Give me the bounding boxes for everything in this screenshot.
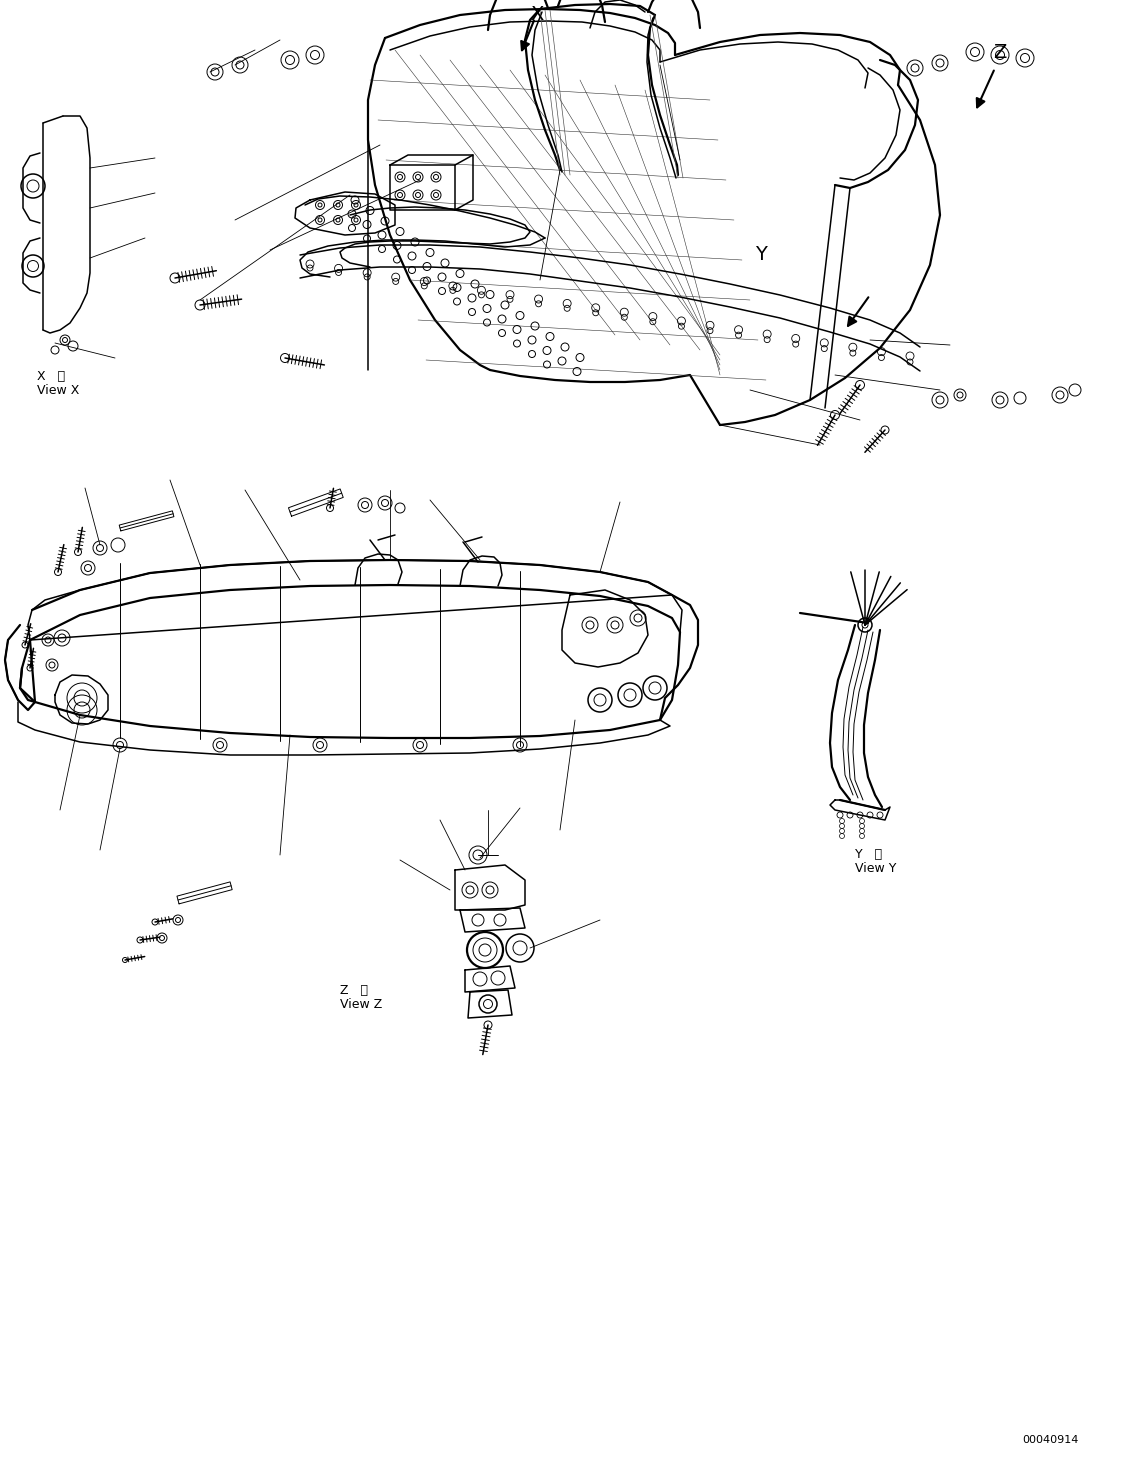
Text: View Z: View Z (340, 998, 382, 1011)
Text: Y   視: Y 視 (855, 848, 882, 861)
Text: X: X (530, 4, 544, 23)
Text: View Y: View Y (855, 863, 897, 876)
Text: Y: Y (755, 245, 767, 265)
Text: Z: Z (994, 42, 1006, 61)
Text: X   視: X 視 (37, 370, 65, 383)
Text: View X: View X (37, 383, 79, 396)
Text: 00040914: 00040914 (1021, 1435, 1079, 1445)
Text: Z   視: Z 視 (340, 983, 368, 997)
